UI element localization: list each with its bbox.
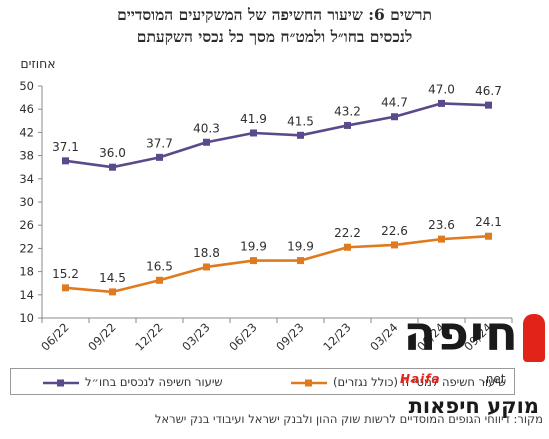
y-axis-unit-label: אחוזים	[20, 56, 55, 71]
data-point-s1	[250, 129, 257, 137]
x-tick-label: 09/22	[85, 320, 118, 353]
data-label-s2: 16.5	[146, 259, 173, 273]
logo-net-text: .net	[482, 372, 506, 386]
data-point-s2	[485, 232, 492, 240]
chart-title: תרשים 6: שיעור החשיפה של המשקיעים המוסדי…	[0, 4, 549, 48]
data-point-s1	[344, 121, 351, 129]
x-tick-label: 09/23	[273, 320, 306, 353]
data-point-s2	[109, 288, 116, 296]
data-point-s1	[109, 163, 116, 171]
data-point-s1	[62, 157, 69, 165]
y-tick-label: 30	[19, 195, 34, 209]
data-point-s1	[297, 131, 304, 139]
series-line-1	[65, 102, 489, 169]
series-line-2	[65, 234, 489, 294]
y-tick-label: 10	[19, 311, 34, 325]
y-tick-label: 22	[19, 241, 34, 255]
data-point-s2	[438, 235, 445, 243]
data-label-s1: 40.3	[193, 121, 220, 135]
data-label-s1: 41.5	[287, 114, 314, 128]
data-point-s2	[391, 241, 398, 249]
y-tick-label: 26	[19, 218, 34, 232]
y-tick-label: 18	[19, 265, 34, 279]
legend-label-abroad: שיעור חשיפה לנכסים בחו״ל	[85, 375, 223, 389]
site-logo: חיפה Haifa .net מוקע חיפאות	[340, 300, 545, 430]
data-point-s1	[485, 101, 492, 109]
legend-swatch-fx	[289, 375, 329, 389]
data-label-s1: 41.9	[240, 112, 267, 126]
logo-accent-shape	[523, 314, 545, 362]
data-label-s2: 23.6	[428, 218, 455, 232]
data-point-s2	[203, 263, 210, 271]
data-point-s2	[62, 284, 69, 292]
data-label-s1: 47.0	[428, 82, 455, 96]
data-label-s2: 19.9	[240, 240, 267, 254]
data-label-s2: 24.1	[475, 215, 502, 229]
x-tick-label: 12/22	[132, 320, 165, 353]
y-tick-label: 50	[19, 79, 34, 93]
y-tick-label: 46	[19, 102, 34, 116]
data-label-s2: 22.2	[334, 226, 361, 240]
x-tick-label: 03/23	[179, 320, 212, 353]
data-label-s1: 37.7	[146, 136, 173, 150]
data-label-s2: 15.2	[52, 267, 79, 281]
data-point-s2	[250, 257, 257, 265]
legend-label-fx: שיעור חשיפה למט״ח (כולל נגזרים)	[333, 375, 507, 389]
x-tick-label: 06/22	[38, 320, 71, 353]
chart-title-line-2: לנכסים בחו״ל ולמט״ח מסך כל נכסי השקעתם	[136, 27, 413, 46]
chart-title-line-1: תרשים 6: שיעור החשיפה של המשקיעים המוסדי…	[117, 5, 432, 24]
source-note: מקור: דיווחי הגופים המוסדיים לרשות שוק ה…	[154, 412, 543, 426]
data-point-s1	[438, 99, 445, 107]
data-point-s1	[156, 153, 163, 161]
y-tick-label: 14	[19, 288, 34, 302]
data-label-s2: 14.5	[99, 271, 126, 285]
legend-swatch-abroad	[41, 375, 81, 389]
data-label-s2: 19.9	[287, 240, 314, 254]
y-tick-label: 38	[19, 149, 34, 163]
logo-site-name: מוקע חיפאות	[408, 394, 539, 418]
data-point-s2	[297, 257, 304, 265]
y-tick-label: 42	[19, 125, 34, 139]
data-label-s2: 22.6	[381, 224, 408, 238]
logo-wordmark: חיפה	[403, 306, 519, 362]
data-label-s1: 36.0	[99, 146, 126, 160]
data-label-s1: 43.2	[334, 104, 361, 118]
logo-latin-text: Haifa	[400, 372, 441, 386]
data-label-s1: 44.7	[381, 96, 408, 110]
chart-legend: שיעור חשיפה לנכסים בחו״ל שיעור חשיפה למט…	[10, 368, 515, 395]
data-label-s1: 37.1	[52, 140, 79, 154]
data-label-s1: 46.7	[475, 84, 502, 98]
data-point-s1	[203, 138, 210, 146]
data-point-s2	[344, 243, 351, 251]
data-point-s2	[156, 276, 163, 284]
data-label-s2: 18.8	[193, 246, 220, 260]
data-point-s1	[391, 113, 398, 121]
y-tick-label: 34	[19, 172, 34, 186]
x-tick-label: 06/23	[226, 320, 259, 353]
